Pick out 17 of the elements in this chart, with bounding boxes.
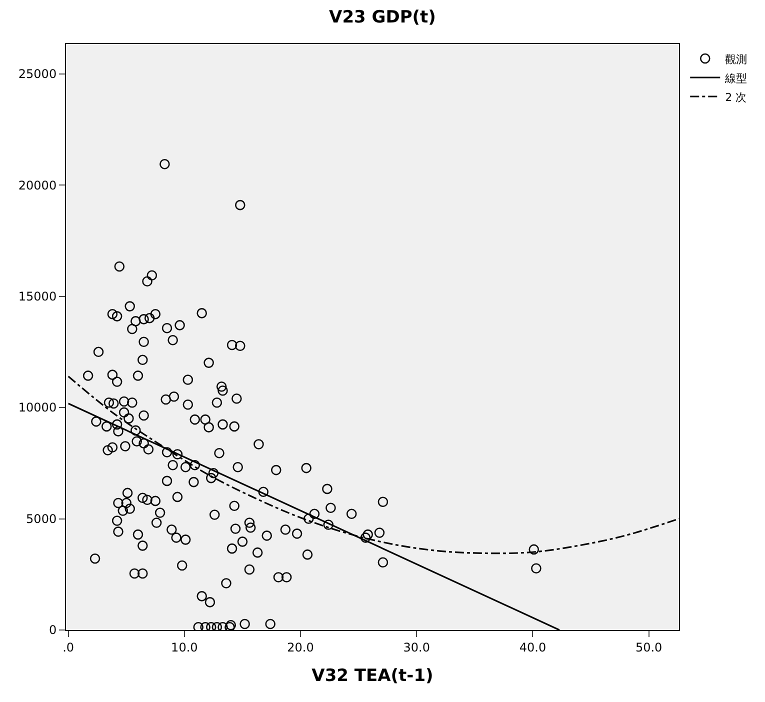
x-tick-label: 10.0 (171, 640, 198, 654)
x-tick-label: 50.0 (635, 640, 662, 654)
y-tick-label: 5000 (26, 512, 57, 526)
chart-title: V23 GDP(t) (329, 7, 436, 28)
legend-label: 2 次 (725, 90, 747, 104)
x-tick-label: .0 (62, 640, 74, 654)
y-tick-label: 20000 (18, 178, 57, 192)
x-tick-label: 30.0 (403, 640, 430, 654)
legend-label: 觀測 (725, 52, 748, 66)
y-tick-label: 15000 (18, 289, 57, 304)
y-tick-label: 0 (48, 623, 57, 638)
y-tick-label: 25000 (18, 67, 57, 82)
x-tick-label: 20.0 (287, 640, 314, 654)
legend-label: 線型 (724, 72, 748, 85)
y-tick-label: 10000 (18, 400, 57, 415)
x-axis-title: V32 TEA(t-1) (312, 666, 434, 686)
x-tick-label: 40.0 (519, 640, 546, 654)
